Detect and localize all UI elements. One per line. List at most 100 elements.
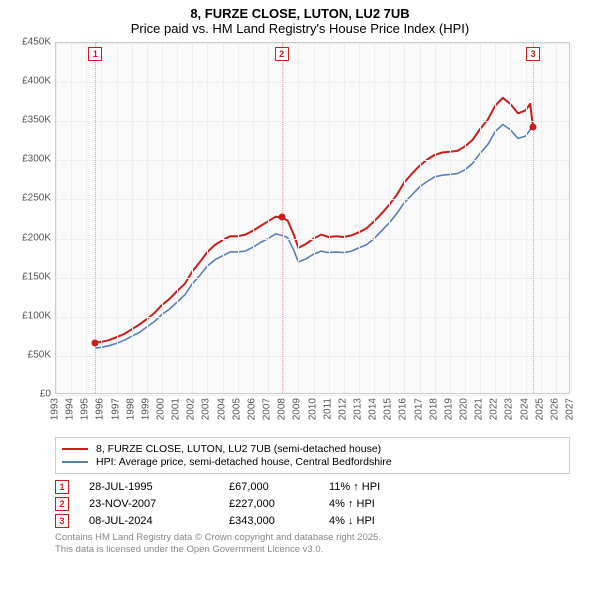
sale-event-delta: 4% ↓ HPI (329, 515, 429, 527)
gridline-vertical (71, 43, 72, 393)
gridline-horizontal (56, 160, 569, 161)
x-tick-label: 1993 (50, 398, 61, 420)
gridline-vertical (465, 43, 466, 393)
gridline-vertical (571, 43, 572, 393)
gridline-horizontal (56, 317, 569, 318)
x-tick-label: 2027 (565, 398, 576, 420)
gridline-vertical (541, 43, 542, 393)
chart-title-address: 8, FURZE CLOSE, LUTON, LU2 7UB (0, 6, 600, 21)
gridline-horizontal (56, 356, 569, 357)
x-tick-label: 2004 (216, 398, 227, 420)
legend-item: 8, FURZE CLOSE, LUTON, LU2 7UB (semi-det… (62, 443, 563, 455)
gridline-vertical (314, 43, 315, 393)
x-tick-label: 2018 (428, 398, 439, 420)
sale-event-date: 08-JUL-2024 (89, 515, 229, 527)
gridline-vertical (253, 43, 254, 393)
gridline-vertical (117, 43, 118, 393)
y-tick-label: £400K (0, 76, 51, 87)
gridline-vertical (329, 43, 330, 393)
x-tick-label: 2026 (549, 398, 560, 420)
gridline-vertical (404, 43, 405, 393)
sale-event-badge: 2 (55, 497, 69, 511)
x-tick-label: 2010 (307, 398, 318, 420)
x-tick-label: 2008 (277, 398, 288, 420)
gridline-vertical (192, 43, 193, 393)
y-tick-label: £0 (0, 389, 51, 400)
y-tick-label: £200K (0, 232, 51, 243)
x-tick-label: 1997 (110, 398, 121, 420)
sale-event-price: £67,000 (229, 481, 329, 493)
gridline-vertical (526, 43, 527, 393)
x-tick-label: 2001 (171, 398, 182, 420)
sale-event-date: 23-NOV-2007 (89, 498, 229, 510)
gridline-horizontal (56, 278, 569, 279)
sale-events-table: 128-JUL-1995£67,00011% ↑ HPI 2 23-NOV-2007… (55, 480, 570, 528)
gridline-vertical (510, 43, 511, 393)
x-tick-label: 2022 (489, 398, 500, 420)
gridline-vertical (56, 43, 57, 393)
sale-event-delta: 4% ↑ HPI (329, 498, 429, 510)
sale-event-badge: 3 (55, 514, 69, 528)
x-tick-label: 2014 (368, 398, 379, 420)
sale-event-price: £343,000 (229, 515, 329, 527)
chart-title-subtitle: Price paid vs. HM Land Registry's House … (0, 21, 600, 36)
sale-event-row: 128-JUL-1995£67,00011% ↑ HPI (55, 480, 570, 494)
gridline-horizontal (56, 395, 569, 396)
x-tick-label: 2003 (201, 398, 212, 420)
x-tick-label: 2020 (458, 398, 469, 420)
x-tick-label: 2016 (398, 398, 409, 420)
sale-dot (92, 339, 99, 346)
footer-line-2: This data is licensed under the Open Gov… (55, 544, 570, 556)
gridline-vertical (207, 43, 208, 393)
legend-item: HPI: Average price, semi-detached house,… (62, 456, 563, 468)
x-tick-label: 1996 (95, 398, 106, 420)
x-tick-label: 1994 (65, 398, 76, 420)
data-attribution-footer: Contains HM Land Registry data © Crown c… (55, 532, 570, 556)
legend: 8, FURZE CLOSE, LUTON, LU2 7UB (semi-det… (55, 437, 570, 474)
y-tick-label: £350K (0, 115, 51, 126)
y-tick-label: £450K (0, 37, 51, 48)
gridline-vertical (132, 43, 133, 393)
legend-swatch (62, 448, 88, 450)
gridline-horizontal (56, 43, 569, 44)
x-tick-label: 2017 (413, 398, 424, 420)
sale-event-delta: 11% ↑ HPI (329, 481, 429, 493)
gridline-vertical (480, 43, 481, 393)
chart-title-block: 8, FURZE CLOSE, LUTON, LU2 7UB Price pai… (0, 0, 600, 38)
gridline-vertical (298, 43, 299, 393)
x-tick-label: 2007 (262, 398, 273, 420)
sale-event-row: 3 08-JUL-2024£343,0004% ↓ HPI (55, 514, 570, 528)
y-tick-label: £100K (0, 310, 51, 321)
x-tick-label: 2025 (534, 398, 545, 420)
x-tick-label: 2013 (352, 398, 363, 420)
gridline-vertical (420, 43, 421, 393)
gridline-vertical (450, 43, 451, 393)
y-tick-label: £250K (0, 193, 51, 204)
gridline-vertical (147, 43, 148, 393)
gridline-vertical (238, 43, 239, 393)
x-tick-label: 2011 (322, 398, 333, 420)
y-tick-label: £300K (0, 154, 51, 165)
sale-dot (530, 123, 537, 130)
sale-event-price: £227,000 (229, 498, 329, 510)
sale-marker-badge: 3 (526, 47, 540, 61)
x-tick-label: 2024 (519, 398, 530, 420)
legend-swatch (62, 461, 88, 463)
x-tick-label: 2012 (337, 398, 348, 420)
x-tick-label: 1999 (140, 398, 151, 420)
gridline-vertical (389, 43, 390, 393)
y-tick-label: £50K (0, 349, 51, 360)
gridline-vertical (435, 43, 436, 393)
gridline-horizontal (56, 239, 569, 240)
sale-event-row: 2 23-NOV-2007£227,0004% ↑ HPI (55, 497, 570, 511)
plot-area: 123 (55, 42, 570, 394)
x-tick-label: 2019 (443, 398, 454, 420)
x-tick-label: 2006 (246, 398, 257, 420)
gridline-vertical (556, 43, 557, 393)
gridline-vertical (268, 43, 269, 393)
gridline-horizontal (56, 199, 569, 200)
sale-marker-badge: 1 (88, 47, 102, 61)
gridline-vertical (86, 43, 87, 393)
footer-line-1: Contains HM Land Registry data © Crown c… (55, 532, 570, 544)
gridline-vertical (344, 43, 345, 393)
